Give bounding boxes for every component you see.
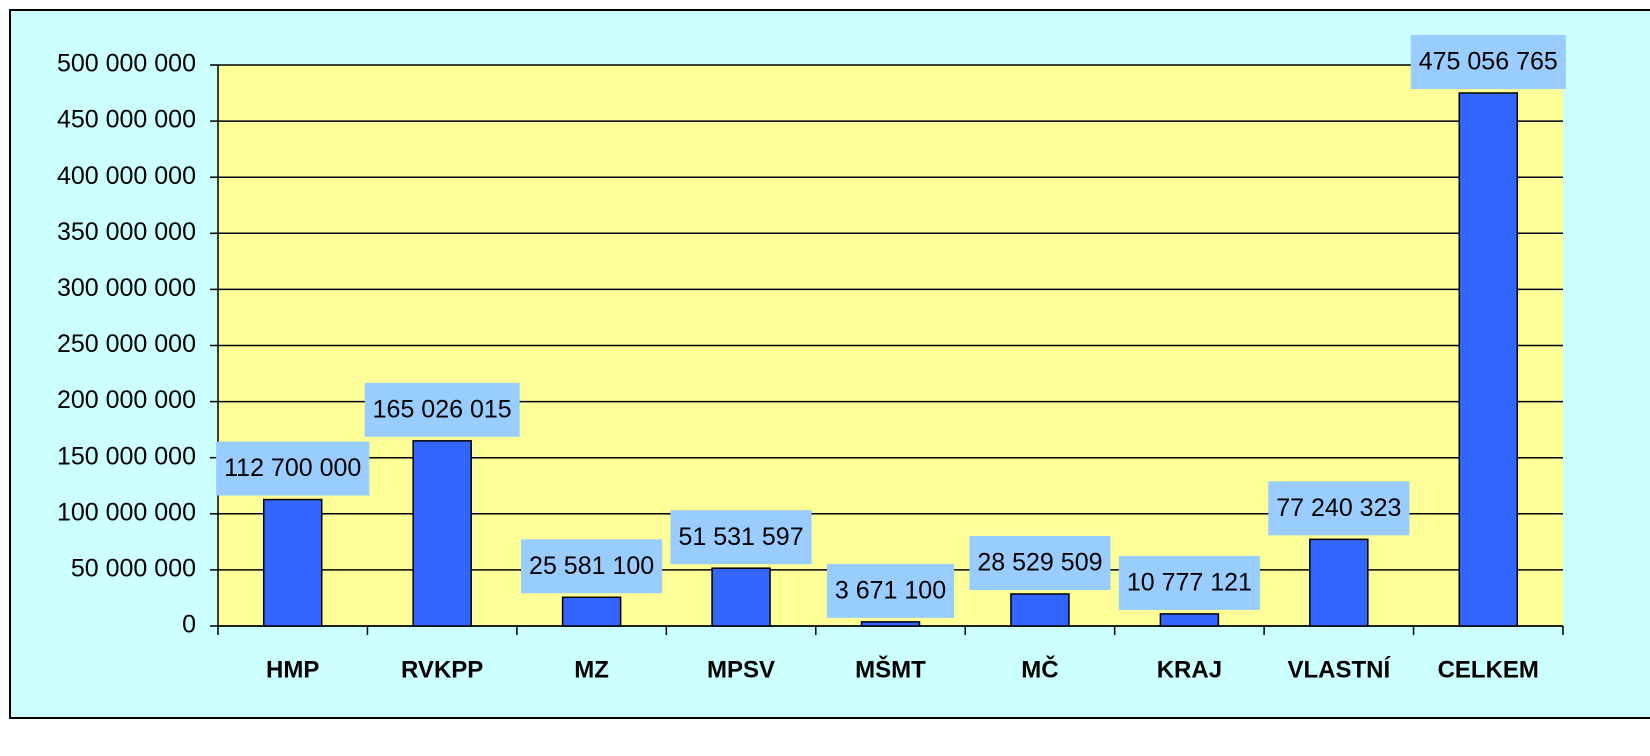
- x-tick-label: KRAJ: [1157, 656, 1222, 683]
- bar: [561, 596, 622, 627]
- data-label: 28 529 509: [977, 549, 1102, 577]
- y-tick-label: 250 000 000: [57, 330, 196, 358]
- x-tick-label: MŠMT: [855, 655, 926, 683]
- data-label: 10 777 121: [1127, 569, 1252, 597]
- y-tick-label: 50 000 000: [71, 555, 196, 583]
- y-tick-label: 0: [182, 611, 196, 639]
- data-label-box: [1118, 555, 1260, 610]
- data-label: 165 026 015: [373, 395, 512, 423]
- y-tick-label: 500 000 000: [57, 50, 196, 78]
- data-label-box: [364, 382, 520, 437]
- bar: [860, 621, 921, 627]
- x-tick-label: CELKEM: [1438, 656, 1539, 683]
- y-tick-label: 200 000 000: [57, 386, 196, 414]
- data-label-box: [670, 510, 812, 565]
- data-label-box: [521, 539, 663, 594]
- data-label-box: [216, 441, 370, 496]
- bar: [262, 498, 323, 627]
- y-tick-label: 400 000 000: [57, 162, 196, 190]
- y-tick-label: 150 000 000: [57, 442, 196, 470]
- x-tick-label: MZ: [574, 656, 609, 683]
- y-tick-label: 300 000 000: [57, 274, 196, 302]
- data-label: 112 700 000: [224, 454, 361, 482]
- data-label: 25 581 100: [529, 552, 654, 580]
- bar: [1309, 538, 1369, 627]
- data-label-box: [1268, 481, 1410, 536]
- bar: [711, 567, 771, 627]
- x-tick-label: VLASTNÍ: [1287, 655, 1391, 683]
- x-tick-label: MČ: [1021, 655, 1058, 683]
- x-tick-label: MPSV: [707, 656, 775, 683]
- data-label-box: [1410, 34, 1566, 89]
- y-tick-label: 450 000 000: [57, 106, 196, 134]
- x-tick-label: HMP: [266, 656, 319, 683]
- bar: [412, 440, 472, 627]
- bar: [1010, 593, 1070, 627]
- y-tick-label: 350 000 000: [57, 218, 196, 246]
- data-label: 3 671 100: [835, 576, 946, 604]
- bar: [1159, 613, 1220, 627]
- data-label: 475 056 765: [1419, 48, 1558, 76]
- data-label-box: [826, 563, 955, 618]
- data-label: 51 531 597: [678, 523, 803, 551]
- y-tick-label: 100 000 000: [57, 498, 196, 526]
- data-label-box: [969, 535, 1111, 590]
- bar: [1458, 92, 1519, 627]
- x-tick-label: RVKPP: [401, 656, 483, 683]
- data-label: 77 240 323: [1276, 494, 1401, 522]
